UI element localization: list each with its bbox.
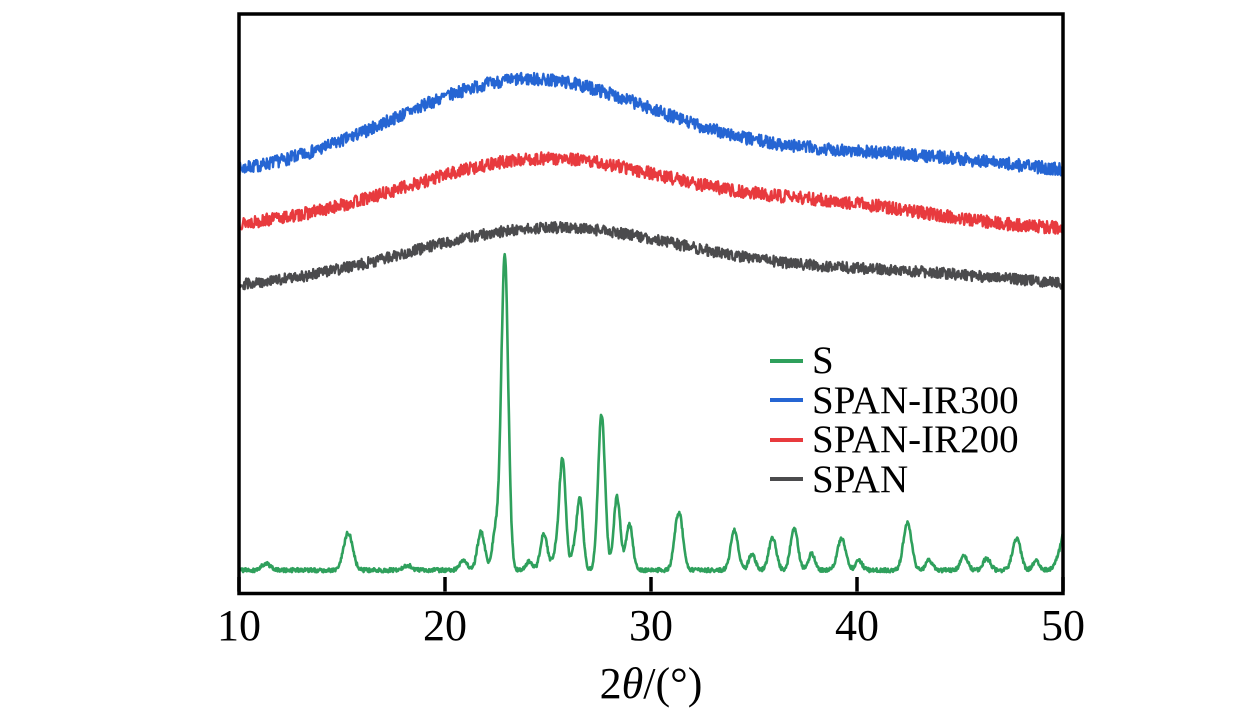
legend-item-span-ir300: SPAN-IR300 [770, 381, 1019, 421]
x-tick-label-50: 50 [1041, 601, 1085, 650]
x-tick-label-10: 10 [217, 601, 261, 650]
x-axis-title-number: 2 [599, 658, 622, 708]
legend-swatch-span-ir300 [770, 398, 803, 403]
series-line-span [237, 221, 1065, 291]
legend-label-span-ir300: SPAN-IR300 [812, 378, 1019, 422]
legend-label-span: SPAN [812, 457, 909, 501]
legend-swatch-span [770, 477, 803, 482]
series-line-span-ir200 [237, 151, 1065, 235]
legend-swatch-span-ir200 [770, 437, 803, 442]
legend-item-span: SPAN [770, 460, 1019, 500]
legend-swatch-s [770, 358, 803, 363]
legend: S SPAN-IR300 SPAN-IR200 SPAN [770, 341, 1019, 499]
x-tick-label-40: 40 [835, 601, 879, 650]
legend-item-span-ir200: SPAN-IR200 [770, 420, 1019, 460]
x-axis-title-theta: θ [621, 658, 644, 708]
x-tick-label-20: 20 [423, 601, 467, 650]
x-tick-label-30: 30 [629, 601, 673, 650]
series-line-span-ir300 [237, 71, 1065, 177]
plot-frame [237, 12, 1065, 596]
legend-item-s: S [770, 341, 1019, 381]
x-axis-title-units: /(°) [643, 658, 703, 708]
x-axis-title: 2 θ/(°) [501, 658, 801, 708]
legend-label-s: S [812, 339, 834, 383]
legend-label-span-ir200: SPAN-IR200 [812, 418, 1019, 462]
series-line-s [237, 252, 1065, 574]
